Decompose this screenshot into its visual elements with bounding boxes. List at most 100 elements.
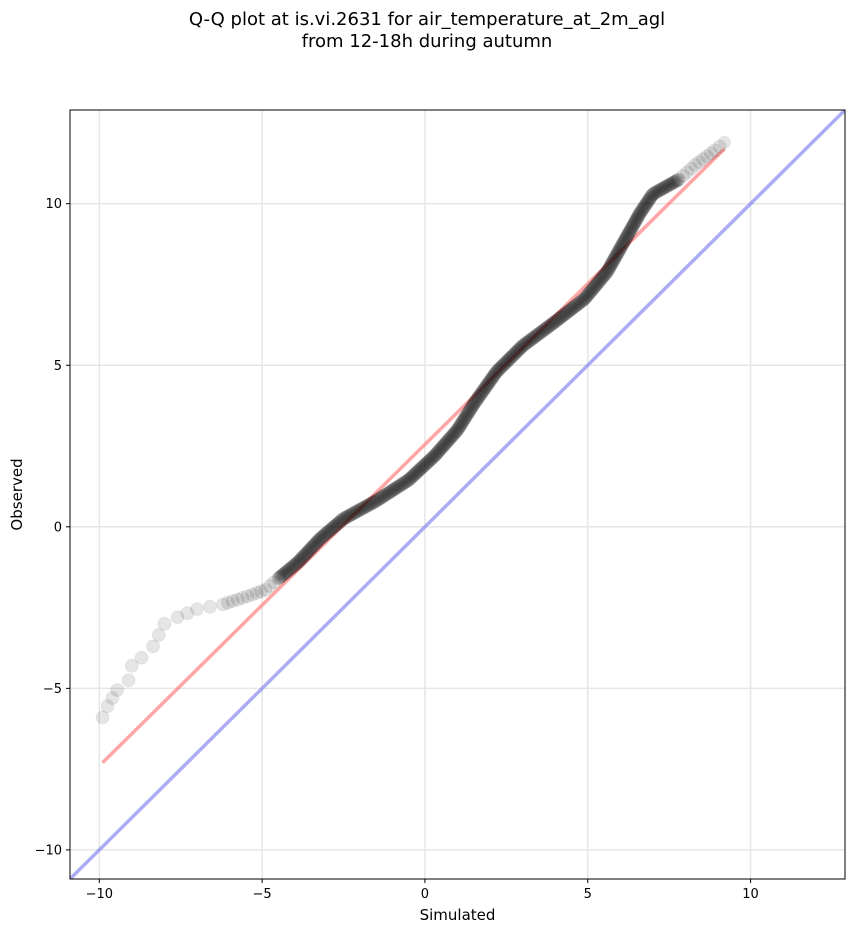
data-point bbox=[402, 472, 417, 487]
data-point bbox=[404, 470, 419, 485]
data-point bbox=[489, 364, 504, 379]
data-point bbox=[326, 519, 341, 534]
data-point bbox=[642, 191, 657, 206]
data-point bbox=[306, 538, 321, 553]
data-point bbox=[463, 402, 478, 417]
data-point bbox=[279, 564, 294, 579]
data-point bbox=[619, 230, 634, 245]
data-point bbox=[333, 513, 348, 528]
data-point bbox=[508, 346, 523, 361]
data-point bbox=[622, 224, 637, 239]
data-point bbox=[645, 187, 660, 202]
data-point bbox=[505, 348, 520, 363]
data-point bbox=[600, 264, 615, 279]
data-point bbox=[657, 180, 672, 195]
data-point bbox=[535, 324, 550, 339]
data-point bbox=[587, 279, 602, 294]
data-point bbox=[511, 342, 526, 357]
data-point bbox=[707, 143, 722, 158]
data-point bbox=[615, 237, 630, 252]
data-point bbox=[364, 496, 379, 511]
data-point bbox=[609, 247, 624, 262]
data-point bbox=[554, 309, 569, 324]
data-point bbox=[585, 282, 600, 297]
data-point bbox=[488, 366, 503, 381]
data-point bbox=[523, 333, 538, 348]
data-point bbox=[608, 250, 623, 265]
data-point bbox=[278, 565, 293, 580]
data-point bbox=[440, 434, 455, 449]
data-point bbox=[338, 510, 353, 525]
data-point bbox=[434, 440, 449, 455]
data-point bbox=[412, 462, 427, 477]
data-point bbox=[457, 411, 472, 426]
data-point bbox=[426, 449, 441, 464]
data-point bbox=[341, 508, 356, 523]
data-points bbox=[95, 135, 732, 725]
data-point bbox=[556, 308, 571, 323]
data-point bbox=[300, 545, 315, 560]
data-point bbox=[557, 307, 572, 322]
data-point bbox=[712, 139, 727, 154]
y-axis-label: Observed bbox=[8, 458, 26, 530]
data-point bbox=[601, 262, 616, 277]
data-point bbox=[485, 370, 500, 385]
data-point bbox=[493, 360, 508, 375]
data-point bbox=[623, 223, 638, 238]
data-point bbox=[146, 639, 161, 654]
data-point bbox=[540, 320, 555, 335]
data-point bbox=[513, 340, 528, 355]
y-tick-label: −10 bbox=[35, 843, 62, 858]
data-point bbox=[418, 457, 433, 472]
data-point bbox=[527, 329, 542, 344]
data-point bbox=[661, 178, 676, 193]
data-point bbox=[432, 443, 447, 458]
data-point bbox=[616, 236, 631, 251]
data-point bbox=[415, 460, 430, 475]
data-point bbox=[460, 406, 475, 421]
data-point bbox=[502, 351, 517, 366]
data-point bbox=[454, 415, 469, 430]
data-point bbox=[360, 498, 375, 513]
data-point bbox=[696, 152, 711, 167]
data-point bbox=[602, 260, 617, 275]
data-point bbox=[616, 235, 631, 250]
data-point bbox=[504, 350, 519, 365]
data-point bbox=[396, 476, 411, 491]
data-point bbox=[671, 172, 686, 187]
data-point bbox=[230, 592, 245, 607]
data-point bbox=[377, 488, 392, 503]
data-point bbox=[522, 334, 537, 349]
data-point bbox=[262, 579, 277, 594]
data-point bbox=[618, 232, 633, 247]
data-point bbox=[464, 401, 479, 416]
data-point bbox=[509, 345, 524, 360]
data-point bbox=[344, 507, 359, 522]
data-point bbox=[464, 400, 479, 415]
data-point bbox=[415, 459, 430, 474]
data-point bbox=[318, 526, 333, 541]
data-point bbox=[406, 468, 421, 483]
data-point bbox=[607, 252, 622, 267]
data-point bbox=[281, 563, 296, 578]
data-point bbox=[526, 330, 541, 345]
x-tick-label: −5 bbox=[253, 887, 272, 902]
data-point bbox=[225, 594, 240, 609]
data-point bbox=[638, 197, 653, 212]
data-point bbox=[675, 168, 690, 183]
data-point bbox=[484, 371, 499, 386]
data-point bbox=[624, 220, 639, 235]
data-point bbox=[351, 503, 366, 518]
data-point bbox=[645, 187, 660, 202]
data-point bbox=[545, 316, 560, 331]
data-point bbox=[399, 474, 414, 489]
data-point bbox=[568, 299, 583, 314]
data-point bbox=[531, 327, 546, 342]
data-point bbox=[501, 352, 516, 367]
data-point bbox=[482, 375, 497, 390]
data-point bbox=[343, 507, 358, 522]
data-point bbox=[366, 495, 381, 510]
data-point bbox=[658, 179, 673, 194]
data-point bbox=[542, 318, 557, 333]
data-point bbox=[439, 435, 454, 450]
